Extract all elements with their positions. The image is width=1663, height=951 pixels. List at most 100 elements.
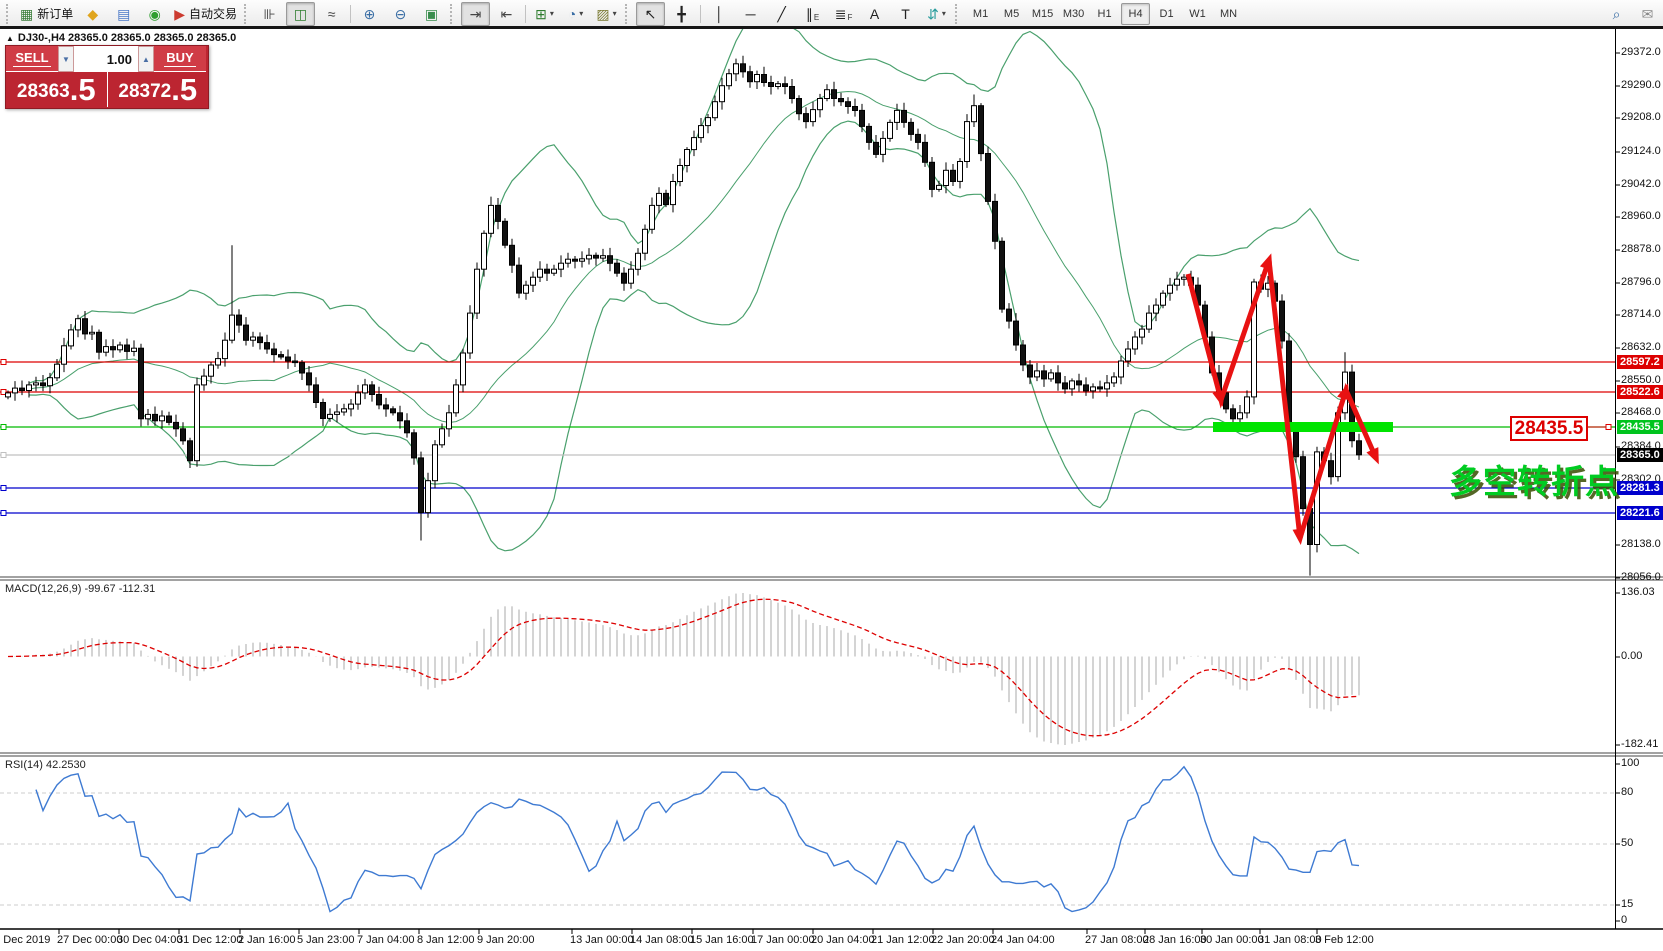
candle — [1279, 300, 1285, 342]
candle — [768, 82, 774, 87]
candle — [264, 342, 270, 350]
crosshair-button[interactable]: ╋ — [667, 2, 696, 26]
zoom-in-button[interactable]: ⊕ — [355, 2, 384, 26]
volume-decrease-button[interactable]: ▼ — [58, 46, 74, 72]
volume-increase-button[interactable]: ▲ — [138, 46, 154, 72]
turning-point-annotation[interactable]: 多空转折点 — [1449, 463, 1619, 500]
candle — [663, 192, 669, 206]
candle — [852, 106, 858, 111]
marker-icon-icon: ◆ — [87, 5, 99, 22]
candle — [369, 384, 375, 395]
marker-icon-button[interactable]: ◆ — [78, 2, 107, 26]
buy-price[interactable]: 28372.5 — [118, 72, 198, 107]
price-level-badge: 28522.6 — [1617, 385, 1663, 399]
candle — [782, 83, 788, 87]
candle — [537, 268, 543, 278]
rsi-scale-label: 80 — [1621, 786, 1634, 798]
candle — [859, 109, 865, 127]
chart-canvas[interactable] — [0, 14, 1663, 951]
candle — [1314, 451, 1320, 545]
chart-window-button[interactable]: ▤ — [109, 2, 138, 26]
candle — [516, 264, 522, 294]
time-axis-label: 14 Jan 08:00 — [630, 934, 694, 946]
collapse-panel-icon[interactable]: ▲ — [6, 34, 14, 43]
community-chat-button[interactable]: ✉ — [1633, 2, 1662, 26]
timeframe-h1[interactable]: H1 — [1097, 7, 1112, 20]
timeframe-w1[interactable]: W1 — [1189, 7, 1206, 20]
candle — [390, 408, 396, 414]
time-axis-label: 17 Jan 00:00 — [751, 934, 815, 946]
line-anchor-handle[interactable] — [0, 359, 7, 365]
text-label-button[interactable]: T — [891, 2, 920, 26]
zoom-out-button[interactable]: ⊖ — [386, 2, 415, 26]
candle — [467, 312, 473, 354]
timeframe-m1[interactable]: M1 — [972, 7, 989, 20]
timeframe-m30[interactable]: M30 — [1062, 7, 1085, 20]
candle — [103, 346, 109, 353]
candle — [1230, 408, 1236, 420]
line-anchor-handle[interactable] — [0, 510, 7, 516]
candle — [1006, 308, 1012, 322]
timeframe-d1[interactable]: D1 — [1159, 7, 1174, 20]
cursor-button[interactable]: ↖ — [636, 1, 666, 26]
time-axis-label: 5 Jan 23:00 — [297, 934, 355, 946]
macd-scale-label: -182.41 — [1621, 738, 1659, 750]
search-button[interactable]: ⌕ — [1602, 2, 1631, 26]
candle — [96, 331, 102, 353]
auto-scroll-button[interactable]: ⇥ — [461, 1, 491, 26]
bar-chart-button[interactable]: ⊪ — [255, 2, 284, 26]
candle — [1125, 348, 1131, 362]
candle — [719, 85, 725, 103]
new-order-button[interactable]: ▦ 新订单 — [17, 2, 76, 26]
toolbar-drag-handle — [625, 3, 632, 24]
auto-trading-button[interactable]: ▶ 自动交易 — [171, 2, 240, 26]
chart-shift-button[interactable]: ⇤ — [492, 2, 521, 26]
tile-windows-button[interactable]: ▣ — [417, 2, 446, 26]
candle — [936, 184, 942, 190]
sell-button[interactable]: SELL — [6, 46, 58, 72]
candle — [89, 331, 95, 335]
line-anchor-handle[interactable] — [0, 424, 7, 430]
timeframe-m15[interactable]: M15 — [1031, 7, 1054, 20]
zigzag-trend-annotation[interactable] — [1185, 259, 1379, 539]
candle — [964, 121, 970, 162]
timeframe-m5[interactable]: M5 — [1003, 7, 1020, 20]
arrows-button[interactable]: ⇵ ▾ — [922, 2, 951, 26]
trendline-button[interactable]: ╱ — [767, 2, 796, 26]
zigzag-arrowhead — [1212, 389, 1226, 407]
fibonacci-button[interactable]: ≣ F — [829, 2, 858, 26]
timeframe-h4[interactable]: H4 — [1121, 2, 1151, 25]
candle — [635, 252, 641, 270]
sell-price[interactable]: 28363.5 — [16, 72, 96, 107]
line-anchor-handle[interactable] — [0, 452, 7, 458]
candle — [271, 348, 277, 356]
bollinger-upper-band — [28, 14, 1360, 384]
sound-alert-button[interactable]: ◉ — [140, 2, 169, 26]
line-chart-button[interactable]: ≈ — [317, 2, 346, 26]
vertical-line-button[interactable]: │ — [705, 2, 734, 26]
candle — [222, 339, 228, 360]
line-anchor-handle[interactable] — [0, 389, 7, 395]
text-button[interactable]: A — [860, 2, 889, 26]
buy-button[interactable]: BUY — [154, 46, 206, 72]
line-anchor-handle[interactable] — [0, 485, 7, 491]
timeframe-mn[interactable]: MN — [1219, 7, 1238, 20]
candle — [1146, 312, 1152, 330]
candle — [481, 232, 487, 270]
candle — [810, 109, 816, 123]
crosshair-icon: ╋ — [677, 5, 686, 22]
candlestick-chart-button[interactable]: ◫ — [286, 1, 316, 26]
support-zone-bar[interactable] — [1213, 422, 1393, 432]
price-level-label-box[interactable]: 28435.5 — [1510, 416, 1588, 441]
volume-input[interactable] — [74, 46, 138, 72]
periods-button[interactable]: ◔ ▾ — [561, 2, 590, 26]
price-axis-label: 29290.0 — [1621, 79, 1661, 91]
indicators-button[interactable]: ⊞ ▾ — [530, 2, 559, 26]
candle — [1111, 376, 1117, 384]
candle — [383, 404, 389, 410]
equidistant-channel-button[interactable]: ∥ E — [798, 2, 827, 26]
templates-button[interactable]: ▨ ▾ — [592, 2, 621, 26]
horizontal-line-button[interactable]: ─ — [736, 2, 765, 26]
candle — [600, 255, 606, 259]
periods-icon: ◔ — [567, 5, 577, 22]
